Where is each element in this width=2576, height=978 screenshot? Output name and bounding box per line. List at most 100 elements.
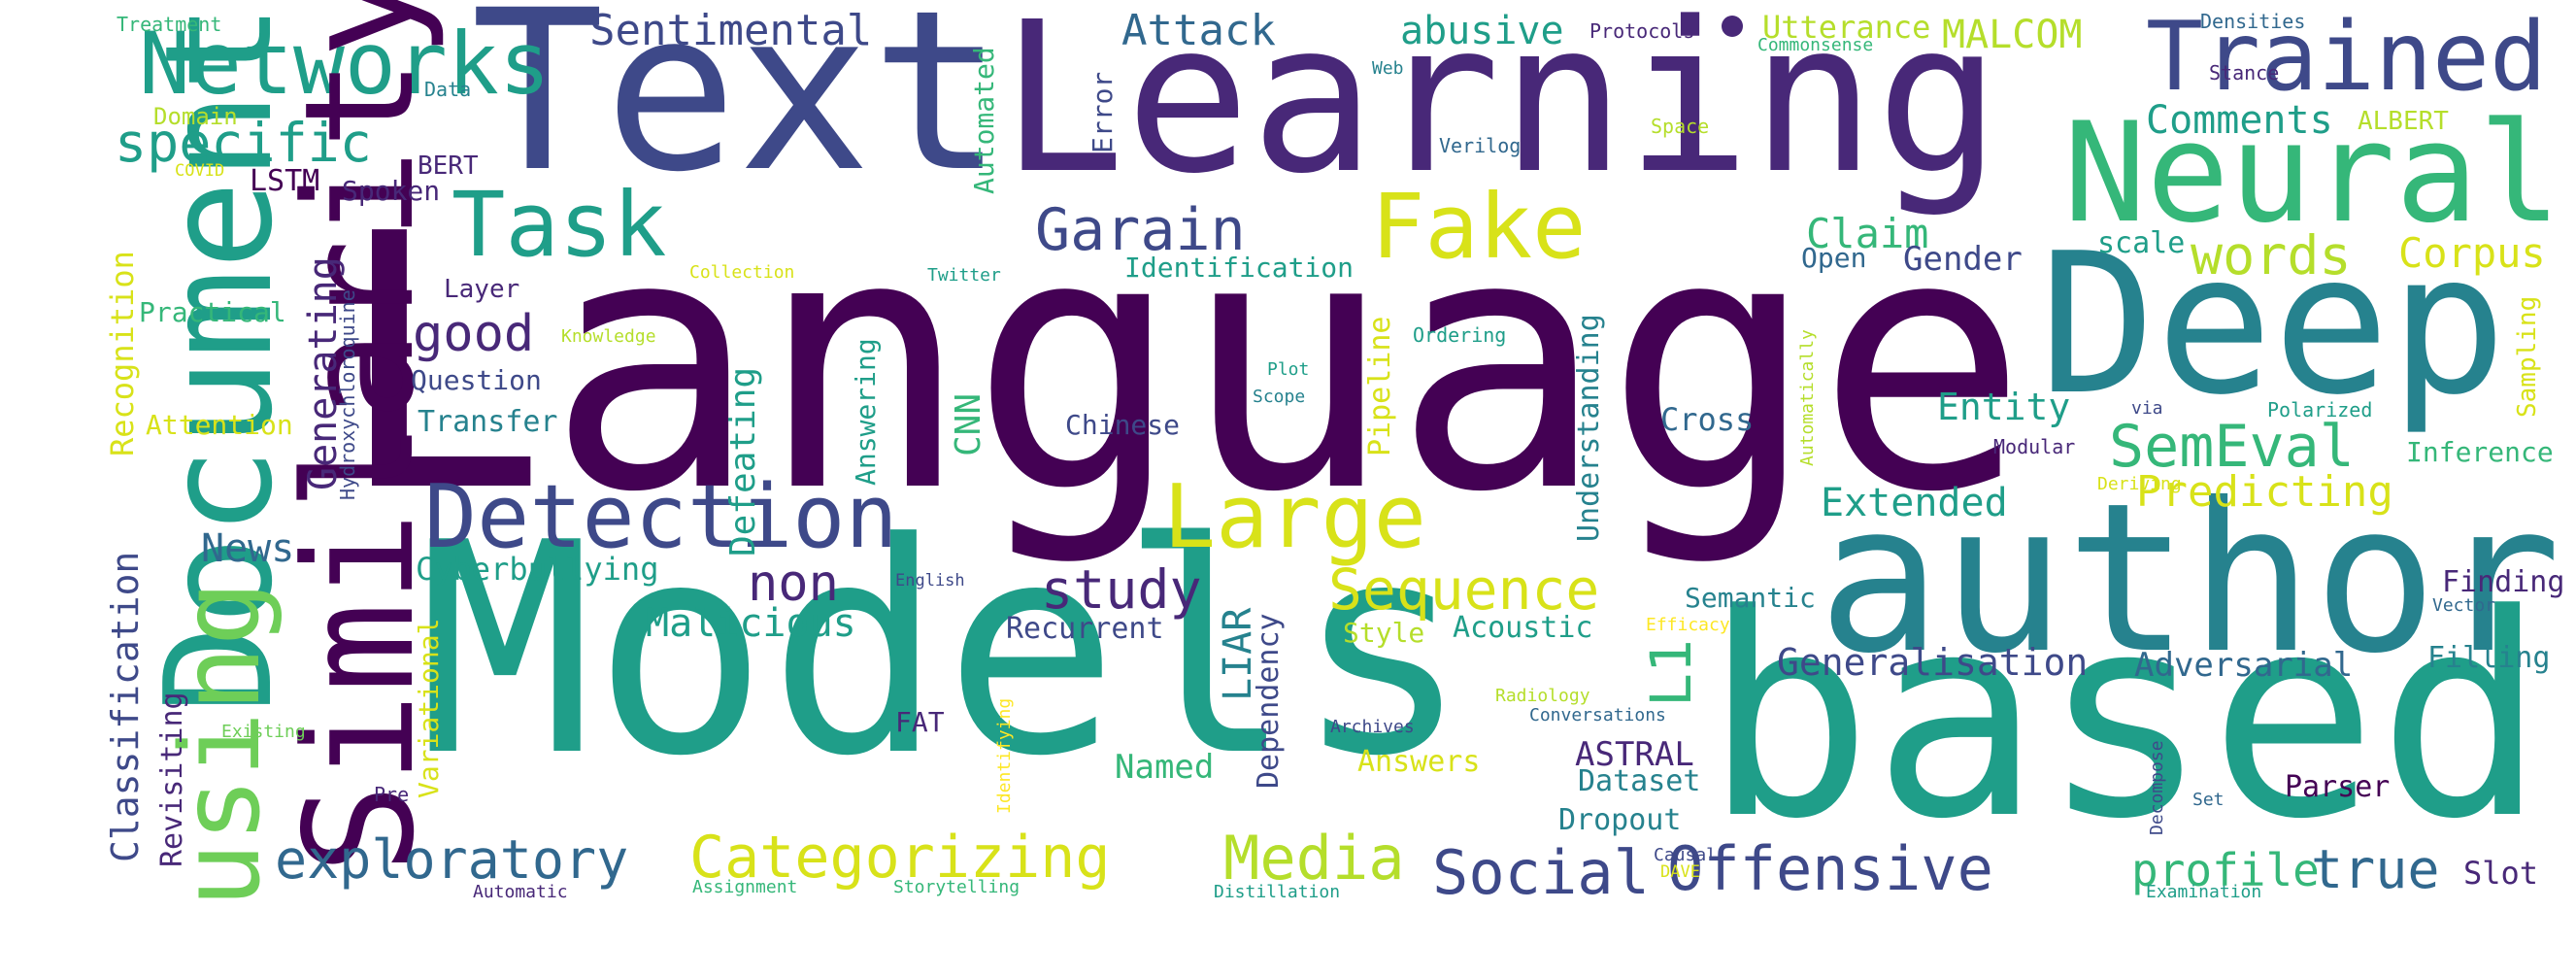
word-media: Media (1223, 823, 1405, 894)
word-acoustic: Acoustic (1453, 611, 1593, 645)
word-protocols: Protocols (1589, 19, 1695, 43)
word-inference: Inference (2406, 436, 2554, 468)
word-transfer: Transfer (418, 405, 558, 439)
word-lstm: LSTM (250, 164, 320, 198)
word-existing: Existing (221, 722, 306, 742)
word-garain: Garain (1035, 196, 1246, 264)
word-comments: Comments (2146, 98, 2333, 143)
word-identification: Identification (1124, 252, 1355, 284)
word-conversations: Conversations (1529, 705, 1666, 725)
word-fat: FAT (895, 706, 945, 738)
word-assignment: Assignment (692, 877, 798, 897)
word-variational: Variational (413, 618, 445, 798)
word-data: Data (424, 78, 472, 101)
word-distillation: Distillation (1214, 882, 1341, 902)
word-neural: Neural (2063, 93, 2561, 253)
word-ordering: Ordering (1413, 323, 1507, 347)
word-modular: Modular (1993, 435, 2076, 458)
word-malcom: MALCOM (1942, 13, 2083, 57)
word-defeating: Defeating (723, 366, 763, 556)
word-similarity: Detection (424, 466, 898, 568)
word-trained: Trained (2146, 2, 2548, 113)
word-exploratory: exploratory (275, 828, 629, 891)
word-non: non (748, 555, 839, 613)
word-question: Question (411, 364, 542, 396)
word-space: Space (1651, 115, 1710, 138)
word-open: Open (1801, 242, 1867, 274)
word-study: study (1041, 558, 1202, 621)
word-adversarial: Adversarial (2134, 646, 2354, 685)
word-malicious: Malicious (646, 601, 856, 646)
word-commonsense: Commonsense (1757, 35, 1874, 55)
word-detection: Task (452, 173, 667, 277)
word-web: Web (1372, 58, 1404, 79)
word-cnn: CNN (949, 392, 988, 456)
word-densities: Densities (2200, 10, 2306, 33)
word-deep: Deep (2039, 212, 2507, 438)
word-semeval: SemEval (2109, 413, 2355, 481)
word-scope: Scope (1253, 387, 1306, 407)
word-bert: BERT (418, 152, 479, 181)
word-pipeline: Pipeline (1363, 316, 1397, 457)
word-specific: specific (115, 112, 372, 174)
word-polarized: Polarized (2267, 398, 2373, 422)
word-cyberbullying: Cyberbullying (416, 551, 659, 588)
word-english: English (895, 571, 965, 590)
word-finding: Finding (2442, 565, 2565, 599)
word-dropout: Dropout (1558, 803, 1682, 837)
word-domain: Domain (153, 103, 238, 130)
word-automated: Automated (968, 47, 1000, 194)
word-abusive: abusive (1400, 9, 1564, 53)
word-astral: ASTRAL (1575, 735, 1694, 774)
word-entity: Entity (1937, 386, 2071, 428)
word-networks: Fake (1371, 175, 1587, 279)
word-named: Named (1115, 748, 1215, 787)
word-automatically: Automatically (1797, 329, 1818, 466)
word-models: Models (418, 481, 1470, 820)
word-layer: Layer (444, 275, 520, 304)
word-semantic: Semantic (1685, 582, 1816, 614)
word-efficacy: Efficacy (1646, 615, 1730, 635)
word-attention: Attention (146, 409, 293, 441)
word-sequence: Sequence (1328, 556, 1600, 623)
word-good: good (413, 305, 535, 363)
word-claim: Claim (1806, 210, 1929, 257)
word-via: via (2131, 398, 2163, 419)
word-twitter: Twitter (927, 265, 1001, 286)
word-dataset: Dataset (1578, 764, 1701, 798)
word-hydroxychloroquine: Hydroxychloroquine (336, 289, 359, 500)
word-news: News (201, 526, 295, 571)
word-parser: Parser (2285, 770, 2391, 804)
word-automatic: Automatic (473, 882, 568, 902)
word-filling: Filling (2427, 641, 2551, 675)
word-slot: Slot (2463, 855, 2539, 892)
word-examination: Examination (2146, 882, 2262, 902)
word-dependency: Dependency (1252, 613, 1286, 789)
word-attack: Attack (1121, 6, 1276, 55)
word-verilog: Verilog (1439, 134, 1522, 157)
word-based: based (1704, 555, 2546, 880)
word-document: Large (1163, 466, 1426, 568)
dot-mark (1722, 16, 1743, 37)
word-sentimental: Sentimental (589, 6, 873, 55)
word-language: Language (335, 160, 2028, 569)
word-plot: Plot (1267, 359, 1310, 380)
word-using: Networks (139, 14, 551, 114)
word-style: Style (1343, 617, 1425, 649)
word-recognition: Recognition (104, 251, 141, 456)
word-deriving: Deriving (2097, 474, 2182, 494)
word-predicting: Predicting (2136, 467, 2393, 517)
word-treatment: Treatment (117, 13, 222, 36)
word-identifying: Identifying (994, 697, 1015, 814)
word-extended: Extended (1821, 481, 2008, 525)
word-radiology: Radiology (1495, 686, 1590, 706)
word-sampling: Sampling (2513, 295, 2542, 418)
word-practical: Practical (139, 296, 286, 328)
word-revisiting: Revisiting (155, 691, 189, 867)
word-albert: ALBERT (2358, 107, 2449, 136)
word-utterance: Utterance (1762, 9, 1931, 46)
word-generalisation: Generalisation (1777, 641, 2089, 684)
word-decompose: Decompose (2147, 740, 2167, 835)
word-gender: Gender (1903, 240, 2023, 279)
word-answers: Answers (1357, 745, 1481, 779)
